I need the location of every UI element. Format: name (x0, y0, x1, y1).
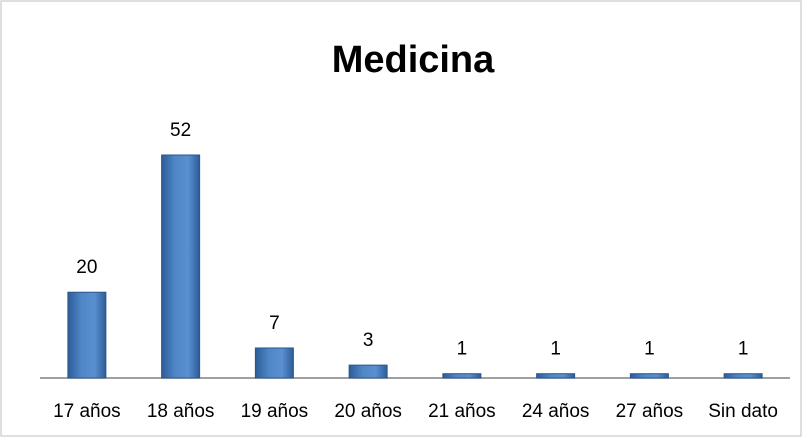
x-tick-label: 27 años (616, 401, 684, 422)
data-label: 1 (550, 339, 561, 360)
x-tick-label: 21 años (428, 401, 496, 422)
bar (254, 347, 294, 379)
x-tick-label: 18 años (147, 401, 215, 422)
bar (536, 373, 576, 379)
chart-title: Medicina (332, 39, 495, 81)
x-tick-label: 20 años (334, 401, 402, 422)
data-label: 1 (457, 339, 468, 360)
x-tick-label: 17 años (53, 401, 121, 422)
x-tick-label: Sin dato (708, 401, 778, 422)
x-tick-label: 19 años (241, 401, 309, 422)
data-label: 7 (269, 313, 280, 334)
data-label: 1 (644, 339, 655, 360)
bar (629, 373, 669, 379)
bar (348, 364, 388, 379)
bar (723, 373, 763, 379)
x-tick-label: 24 años (522, 401, 590, 422)
data-label: 20 (76, 257, 97, 278)
data-label: 1 (738, 339, 749, 360)
data-label: 3 (363, 330, 374, 351)
bar (161, 154, 201, 379)
data-label: 52 (170, 120, 191, 141)
bar (67, 291, 107, 379)
bar (442, 373, 482, 379)
